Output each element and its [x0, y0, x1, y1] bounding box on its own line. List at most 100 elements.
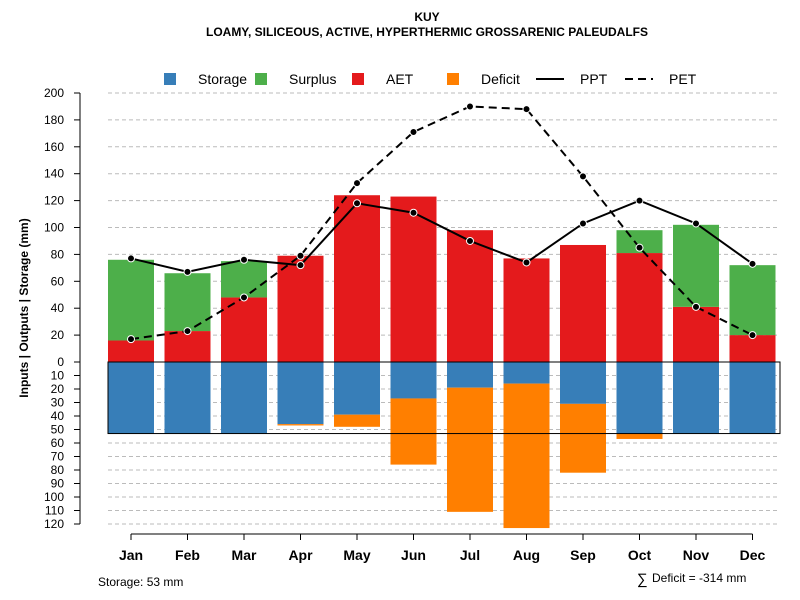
x-tick-label: Nov: [683, 547, 710, 563]
x-tick-label: Dec: [740, 547, 766, 563]
aet-bar: [616, 253, 663, 362]
deficit-bar: [334, 414, 380, 427]
x-tick-label: Feb: [175, 547, 200, 563]
y-tick-label-upper: 20: [51, 328, 65, 342]
y-tick-label-lower: 70: [51, 450, 65, 464]
ppt-point: [353, 199, 361, 208]
legend-label: Surplus: [289, 71, 336, 87]
aet-bar: [164, 331, 211, 362]
y-tick-label-lower: 40: [51, 409, 65, 423]
y-tick-label-upper: 120: [44, 194, 64, 208]
y-tick-label-lower: 20: [51, 382, 65, 396]
aet-bar: [108, 340, 154, 362]
ppt-point: [296, 261, 305, 270]
y-tick-label-upper: 140: [44, 167, 64, 181]
x-tick-label: Sep: [570, 547, 596, 563]
pet-point: [296, 251, 305, 260]
y-tick-label-lower: 120: [44, 517, 64, 531]
storage-bar: [390, 362, 437, 399]
y-tick-label-lower: 110: [45, 504, 64, 518]
aet-bar: [560, 244, 606, 362]
ppt-line: [130, 199, 754, 273]
y-tick-label-upper: 200: [44, 86, 64, 100]
y-tick-label-lower: 60: [51, 436, 65, 450]
deficit-bar: [447, 387, 493, 512]
storage-bar: [108, 362, 154, 434]
surplus-bar: [221, 261, 267, 298]
chart-subtitle: LOAMY, SILICEOUS, ACTIVE, HYPERTHERMIC G…: [206, 25, 648, 39]
y-tick-label-upper: 80: [51, 247, 65, 261]
x-tick-label: Apr: [288, 547, 313, 563]
storage-bar: [334, 362, 380, 415]
ppt-point: [748, 259, 757, 268]
storage-bar: [560, 362, 606, 404]
ppt-point: [635, 196, 644, 205]
legend-label: Storage: [198, 71, 247, 87]
deficit-footnote-symbol: ∑: [637, 571, 648, 588]
pet-point: [522, 105, 531, 114]
deficit-bar: [503, 383, 550, 529]
surplus-bar: [108, 259, 154, 341]
surplus-bar: [673, 224, 719, 307]
storage-bar: [729, 362, 776, 434]
legend-swatch: [164, 73, 176, 85]
x-tick-label: Jan: [119, 547, 143, 563]
storage-bar: [616, 362, 663, 434]
pet-point: [353, 179, 361, 188]
pet-point: [579, 172, 587, 181]
legend-label: PPT: [580, 71, 608, 87]
pet-point: [466, 102, 474, 111]
y-tick-label-upper: 160: [44, 140, 64, 154]
legend-label: PET: [669, 71, 697, 87]
pet-point: [635, 243, 644, 252]
pet-point: [409, 128, 418, 137]
y-tick-label-lower: 10: [51, 369, 65, 383]
legend-swatch: [447, 73, 459, 85]
ppt-point: [466, 236, 474, 245]
ppt-point: [127, 254, 135, 263]
pet-point: [127, 335, 135, 344]
chart-title: KUY: [414, 10, 439, 24]
series-lines: [127, 102, 757, 344]
aet-bar: [503, 258, 550, 362]
x-tick-label: Aug: [513, 547, 540, 563]
legend-label: AET: [386, 71, 414, 87]
storage-footnote: Storage: 53 mm: [98, 575, 183, 589]
aet-bar: [390, 196, 437, 362]
surplus-bar: [729, 265, 776, 336]
ppt-point: [240, 255, 248, 264]
storage-bar: [447, 362, 493, 388]
legend: Storage Surplus AET Deficit PPT PET: [164, 71, 697, 87]
y-tick-label-lower: 30: [51, 396, 65, 410]
pet-point: [183, 327, 192, 336]
y-tick-label-upper: 40: [51, 301, 65, 315]
deficit-bar: [616, 433, 663, 439]
y-tick-label-upper: 180: [44, 113, 64, 127]
aet-bar: [334, 195, 380, 362]
deficit-bar: [560, 403, 606, 473]
aet-bar: [673, 306, 719, 362]
y-tick-label-upper: 0: [57, 355, 64, 369]
gridlines: [108, 92, 780, 525]
aet-bar: [277, 255, 324, 362]
aet-bar: [729, 335, 776, 362]
legend-label: Deficit: [481, 71, 520, 87]
y-tick-label-upper: 60: [51, 274, 65, 288]
aet-bar: [447, 230, 493, 362]
surplus-bar: [164, 273, 211, 332]
ppt-point: [409, 208, 418, 217]
pet-point: [748, 331, 757, 340]
x-tick-label: Jul: [460, 547, 480, 563]
pet-point: [240, 293, 248, 302]
storage-bar: [503, 362, 550, 384]
storage-bar: [277, 362, 324, 425]
aet-bar: [221, 297, 267, 362]
x-tick-label: Jun: [401, 547, 426, 563]
x-tick-label: May: [343, 547, 370, 563]
ppt-point: [579, 219, 587, 228]
legend-swatch: [352, 73, 364, 85]
ppt-point: [522, 258, 531, 267]
bars: [107, 195, 781, 529]
ppt-point: [692, 219, 700, 228]
ppt-point: [183, 267, 192, 276]
